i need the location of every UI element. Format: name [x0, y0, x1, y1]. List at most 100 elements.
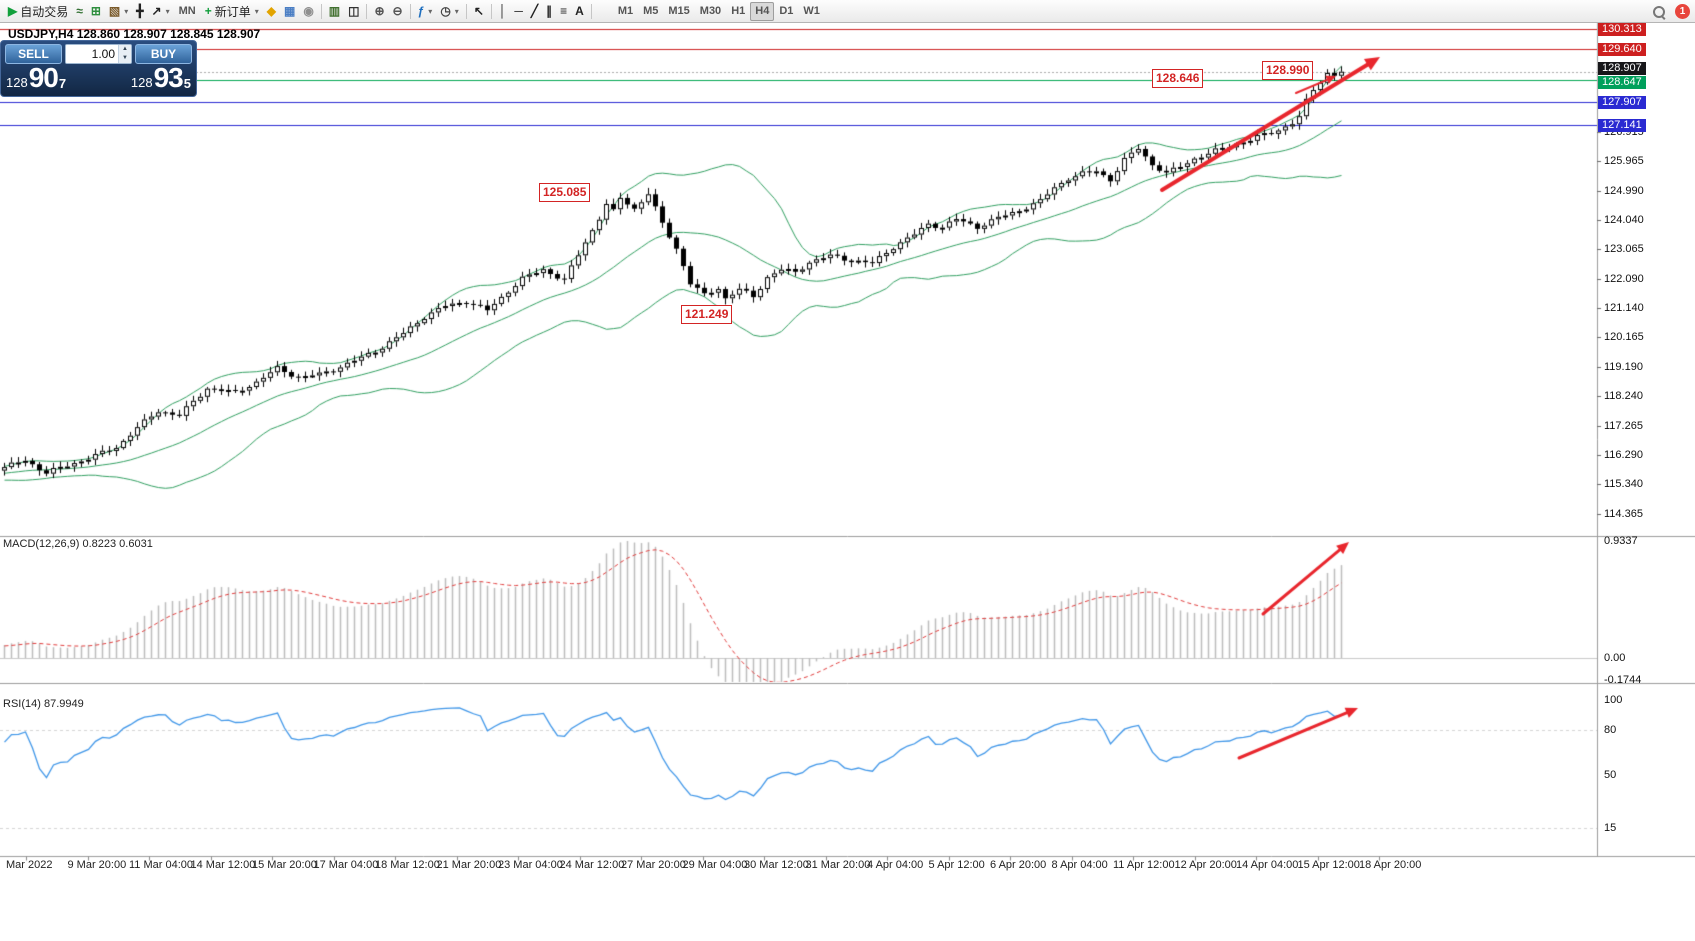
zoom-in-icon: ⊕ [374, 3, 385, 18]
price-scale-tick: 118.240 [1604, 389, 1643, 402]
signals-button[interactable]: ◉ [299, 2, 317, 21]
chevron-down-icon: ▾ [165, 6, 170, 16]
time-axis-label: 18 Apr 20:00 [1359, 859, 1422, 871]
toolbar: ▶ 自动交易 ≈ ⊞ ▧ ▾ ╋ ↗ ▾ MN 1 + 新订单 ▾ ◆ ▦ ◉ ▥ ◫ ⊕ ⊖ ƒ ▾ ◷ ▾ ↖ │ ─ ╱ ∥ ≡ A… [0, 0, 1695, 23]
toolbar-separator [366, 3, 368, 19]
price-annotation[interactable]: 128.990 [1262, 61, 1314, 80]
price-tag: 127.141 [1598, 118, 1646, 132]
time-axis-label: 27 Mar 20:00 [621, 859, 686, 871]
bid-price-prefix: 128 [6, 74, 28, 90]
ask-price[interactable]: 128 93 5 [130, 64, 191, 92]
trade-panel-controls: SELL ▲ ▼ BUY [5, 44, 192, 64]
price-scale[interactable]: 126.915 125.965 124.990 124.040 123.065 122.0… [1597, 23, 1695, 879]
timeframe-m5-button[interactable]: M5 [643, 5, 659, 17]
templates-button[interactable]: ▧ ▾ [105, 2, 132, 21]
price-scale-tick: 124.990 [1604, 184, 1644, 197]
candlestick-chart-button[interactable]: ◫ [344, 2, 363, 21]
timeframe-m30-button[interactable]: M30 [699, 5, 722, 17]
time-axis-label: 17 Mar 04:00 [313, 859, 379, 871]
toolbar-separator [590, 3, 592, 19]
channel-icon: ∥ [546, 3, 553, 18]
profiles-icon: ▦ [283, 3, 296, 18]
channel-button[interactable]: ∥ [542, 2, 556, 21]
price-annotation[interactable]: 121.249 [681, 305, 733, 324]
price-scale-tick: 119.190 [1604, 361, 1643, 374]
zoom-in-button[interactable]: ⊕ [370, 2, 388, 21]
timeframe-w1-button[interactable]: W1 [803, 5, 820, 17]
macd-scale-label: -0.1744 [1604, 673, 1642, 686]
volume-decrease-button[interactable]: ▼ [119, 54, 131, 63]
vertical-line-button[interactable]: │ [495, 2, 511, 21]
ask-price-point: 5 [183, 75, 191, 91]
cursor-icon: ↖ [473, 3, 484, 18]
tile-windows-icon: ⊞ [90, 3, 101, 18]
rsi-scale-label: 50 [1604, 769, 1617, 781]
chart-canvas[interactable] [0, 23, 1695, 941]
price-scale-tick: 120.165 [1604, 331, 1644, 344]
time-axis-label: Mar 2022 [6, 859, 53, 871]
volume-increase-button[interactable]: ▲ [119, 45, 131, 54]
chevron-down-icon: ▾ [124, 6, 129, 16]
horizontal-line-icon: ─ [514, 3, 523, 18]
price-annotation[interactable]: 125.085 [539, 183, 591, 202]
toolbar-separator [320, 3, 322, 19]
timeframe-m1-button[interactable]: M1 [617, 5, 634, 17]
timeframe-d1-button[interactable]: D1 [779, 5, 794, 17]
metaeditor-button[interactable]: ◆ [263, 2, 280, 21]
new-order-label: 新订单 [214, 4, 251, 19]
price-scale-tick: 115.340 [1604, 478, 1643, 491]
cursor-button[interactable]: ↖ [470, 2, 488, 21]
time-axis-label: 4 Apr 04:00 [867, 859, 924, 871]
bar-chart-button[interactable]: ▥ [325, 2, 344, 21]
price-annotation[interactable]: 128.646 [1152, 69, 1204, 88]
time-axis-label: 11 Apr 12:00 [1113, 859, 1175, 871]
sell-button[interactable]: SELL [5, 44, 62, 64]
periods-button[interactable]: ◷ ▾ [436, 2, 463, 21]
timeframe-m15-button[interactable]: M15 [668, 5, 690, 17]
line-chart-button[interactable]: ≈ [72, 2, 87, 21]
bar-chart-icon: ▥ [328, 3, 341, 18]
time-axis-label: 23 Mar 04:00 [498, 859, 563, 871]
price-tag: 130.313 [1598, 23, 1646, 36]
zoom-out-button[interactable]: ⊖ [389, 2, 407, 21]
profiles-button[interactable]: ▦ [280, 2, 299, 21]
time-axis-label: 31 Mar 20:00 [805, 859, 871, 871]
vertical-line-icon: │ [498, 3, 507, 18]
arrows-button[interactable]: ↗ ▾ [148, 2, 174, 21]
bid-price-pips: 90 [28, 62, 59, 93]
tile-windows-button[interactable]: ⊞ [87, 2, 105, 21]
crosshair-button[interactable]: ╋ [132, 2, 147, 21]
trendline-button[interactable]: ╱ [527, 2, 542, 21]
indicators-icon: ƒ [417, 3, 425, 18]
timeframe-h1-button[interactable]: H1 [731, 5, 746, 17]
price-scale-tick: 117.265 [1604, 419, 1643, 432]
timeframe-h4-button[interactable]: H4 [750, 1, 775, 21]
volume-input[interactable] [66, 45, 118, 63]
fibonacci-button[interactable]: ≡ [556, 2, 571, 21]
time-axis[interactable]: Mar 2022 9 Mar 20:00 11 Mar 04:00 14 Mar 12… [0, 856, 1597, 878]
price-tag: 129.640 [1598, 42, 1646, 56]
signals-icon: ◉ [303, 3, 314, 18]
notification-badge[interactable]: 1 [1675, 4, 1690, 19]
bid-price[interactable]: 128 90 7 [6, 62, 66, 93]
indicators-button[interactable]: ƒ ▾ [414, 2, 437, 21]
search-icon[interactable] [1652, 5, 1666, 19]
ask-price-prefix: 128 [130, 74, 153, 90]
toolbar-separator [409, 3, 411, 19]
line-chart-icon: ≈ [76, 3, 83, 18]
toolbar-right: 1 [1652, 0, 1690, 23]
fibonacci-icon: ≡ [560, 3, 568, 18]
text-button[interactable]: A [571, 2, 588, 21]
price-scale-tick: 114.365 [1604, 507, 1643, 520]
trendline-icon: ╱ [530, 3, 539, 18]
rsi-scale-label: 15 [1604, 821, 1617, 834]
timeframe-mn-button[interactable]: MN [178, 5, 196, 17]
new-order-icon: + [204, 3, 212, 18]
price-scale-tick: 122.090 [1604, 272, 1644, 285]
buy-button[interactable]: BUY [135, 44, 192, 64]
trade-panel-prices: 128 90 7 128 93 5 [5, 62, 192, 93]
new-order-button[interactable]: + 新订单 ▾ [201, 2, 263, 21]
autotrading-button[interactable]: ▶ 自动交易 [4, 2, 72, 21]
horizontal-line-button[interactable]: ─ [510, 2, 527, 21]
